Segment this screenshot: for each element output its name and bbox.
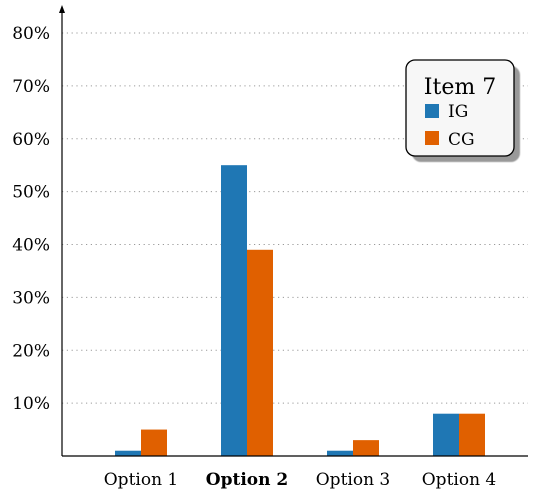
legend-label-ig: IG [448, 102, 468, 122]
y-tick-label: 40% [12, 236, 50, 256]
x-tick-label: Option 4 [422, 470, 497, 490]
x-tick-label: Option 1 [104, 470, 179, 490]
bar-cg-option-2 [247, 249, 273, 456]
y-tick-labels: 10% 20% 30% 40% 50% 60% 70% 80% [12, 24, 50, 414]
bar-ig-option-2 [221, 165, 247, 456]
bar-cg-option-4 [459, 413, 485, 456]
bars [115, 165, 485, 456]
axes [59, 5, 528, 457]
y-tick-label: 60% [12, 130, 50, 150]
bar-ig-option-3 [327, 450, 353, 456]
y-axis-arrow [59, 5, 65, 13]
bar-ig-option-1 [115, 450, 141, 456]
y-tick-label: 10% [12, 394, 50, 414]
y-tick-label: 80% [12, 24, 50, 44]
grid-lines [62, 32, 528, 404]
y-tick-label: 20% [12, 341, 50, 361]
legend-title: Item 7 [424, 75, 496, 100]
bar-cg-option-1 [141, 429, 167, 456]
x-tick-label: Option 3 [316, 470, 391, 490]
y-tick-label: 30% [12, 288, 50, 308]
legend-swatch-cg [425, 131, 439, 145]
x-tick-label: Option 2 [206, 470, 288, 490]
bar-ig-option-4 [433, 413, 459, 456]
legend-swatch-ig [425, 104, 439, 118]
bar-cg-option-3 [353, 440, 379, 456]
legend-label-cg: CG [448, 130, 475, 150]
y-tick-label: 50% [12, 183, 50, 203]
x-tick-labels: Option 1 Option 2 Option 3 Option 4 [104, 470, 497, 490]
legend: Item 7 IG CG [405, 59, 515, 157]
y-tick-label: 70% [12, 77, 50, 97]
